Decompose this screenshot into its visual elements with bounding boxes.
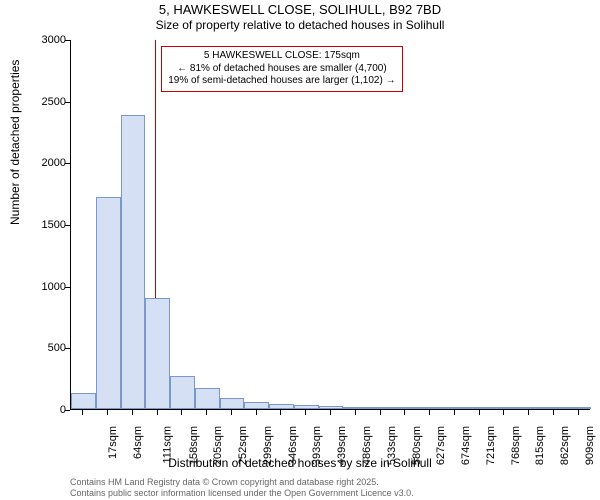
histogram-bar: [170, 376, 195, 409]
chart-title-sub: Size of property relative to detached ho…: [0, 18, 600, 32]
histogram-bar: [467, 407, 492, 409]
x-tick-label: 439sqm: [336, 426, 348, 465]
x-tick-label: 768sqm: [510, 426, 522, 465]
y-tick-mark: [65, 287, 70, 288]
x-tick-mark: [157, 410, 158, 415]
histogram-bar: [343, 407, 368, 409]
histogram-bar: [566, 407, 591, 409]
plot-area: 5 HAWKESWELL CLOSE: 175sqm ← 81% of deta…: [70, 40, 590, 410]
x-tick-label: 252sqm: [237, 426, 249, 465]
y-tick-label: 2000: [6, 157, 66, 169]
x-tick-mark: [355, 410, 356, 415]
credits: Contains HM Land Registry data © Crown c…: [70, 477, 414, 498]
histogram-bar: [418, 407, 443, 409]
y-tick-label: 1500: [6, 219, 66, 231]
y-tick-label: 1000: [6, 281, 66, 293]
x-tick-mark: [305, 410, 306, 415]
x-tick-label: 393sqm: [312, 426, 324, 465]
x-tick-mark: [479, 410, 480, 415]
x-tick-mark: [107, 410, 108, 415]
y-tick-label: 500: [6, 342, 66, 354]
histogram-bar: [195, 388, 220, 409]
x-tick-mark: [181, 410, 182, 415]
annotation-line-1: 5 HAWKESWELL CLOSE: 175sqm: [168, 50, 395, 63]
x-tick-label: 299sqm: [262, 426, 274, 465]
x-tick-label: 111sqm: [161, 426, 173, 464]
x-tick-mark: [231, 410, 232, 415]
histogram-bar: [319, 406, 344, 409]
y-tick-mark: [65, 102, 70, 103]
y-tick-label: 3000: [6, 34, 66, 46]
histogram-bar: [71, 393, 96, 409]
histogram-bar: [517, 407, 542, 409]
x-tick-label: 815sqm: [534, 426, 546, 465]
x-tick-label: 158sqm: [188, 426, 200, 465]
reference-annotation-box: 5 HAWKESWELL CLOSE: 175sqm ← 81% of deta…: [161, 46, 402, 92]
y-tick-mark: [65, 40, 70, 41]
x-tick-mark: [553, 410, 554, 415]
x-tick-label: 533sqm: [386, 426, 398, 465]
histogram-bar: [244, 402, 269, 409]
x-tick-label: 346sqm: [287, 426, 299, 465]
y-tick-mark: [65, 163, 70, 164]
histogram-bar: [294, 405, 319, 409]
annotation-line-2: ← 81% of detached houses are smaller (4,…: [168, 63, 395, 76]
x-tick-label: 17sqm: [107, 426, 119, 459]
chart-title-main: 5, HAWKESWELL CLOSE, SOLIHULL, B92 7BD: [0, 2, 600, 17]
x-tick-mark: [330, 410, 331, 415]
x-tick-mark: [380, 410, 381, 415]
property-size-histogram: 5, HAWKESWELL CLOSE, SOLIHULL, B92 7BD S…: [0, 0, 600, 500]
x-tick-label: 64sqm: [132, 426, 144, 459]
histogram-bar: [121, 115, 146, 409]
x-tick-mark: [429, 410, 430, 415]
x-tick-mark: [503, 410, 504, 415]
histogram-bar: [442, 407, 467, 409]
y-tick-label: 2500: [6, 96, 66, 108]
y-tick-mark: [65, 348, 70, 349]
x-tick-label: 205sqm: [213, 426, 225, 465]
x-tick-mark: [454, 410, 455, 415]
x-tick-label: 486sqm: [361, 426, 373, 465]
histogram-bar: [368, 407, 393, 409]
x-tick-mark: [528, 410, 529, 415]
x-tick-label: 674sqm: [460, 426, 472, 465]
x-tick-label: 909sqm: [584, 426, 596, 465]
x-tick-mark: [132, 410, 133, 415]
x-tick-mark: [404, 410, 405, 415]
x-tick-mark: [82, 410, 83, 415]
x-tick-label: 721sqm: [485, 426, 497, 465]
annotation-line-3: 19% of semi-detached houses are larger (…: [168, 75, 395, 88]
y-tick-mark: [65, 410, 70, 411]
histogram-bar: [96, 197, 121, 409]
histogram-bar: [145, 298, 170, 409]
x-tick-label: 862sqm: [559, 426, 571, 465]
x-tick-label: 580sqm: [411, 426, 423, 465]
y-tick-mark: [65, 225, 70, 226]
histogram-bar: [393, 407, 418, 409]
x-tick-label: 627sqm: [435, 426, 447, 465]
x-tick-mark: [256, 410, 257, 415]
histogram-bar: [541, 407, 566, 409]
histogram-bar: [492, 407, 517, 409]
y-axis-label: Number of detached properties: [8, 60, 22, 225]
credits-line-1: Contains HM Land Registry data © Crown c…: [70, 477, 414, 487]
credits-line-2: Contains public sector information licen…: [70, 488, 414, 498]
histogram-bar: [220, 398, 245, 409]
x-tick-mark: [280, 410, 281, 415]
histogram-bar: [269, 404, 294, 409]
x-tick-mark: [578, 410, 579, 415]
y-tick-label: 0: [6, 404, 66, 416]
x-tick-mark: [206, 410, 207, 415]
